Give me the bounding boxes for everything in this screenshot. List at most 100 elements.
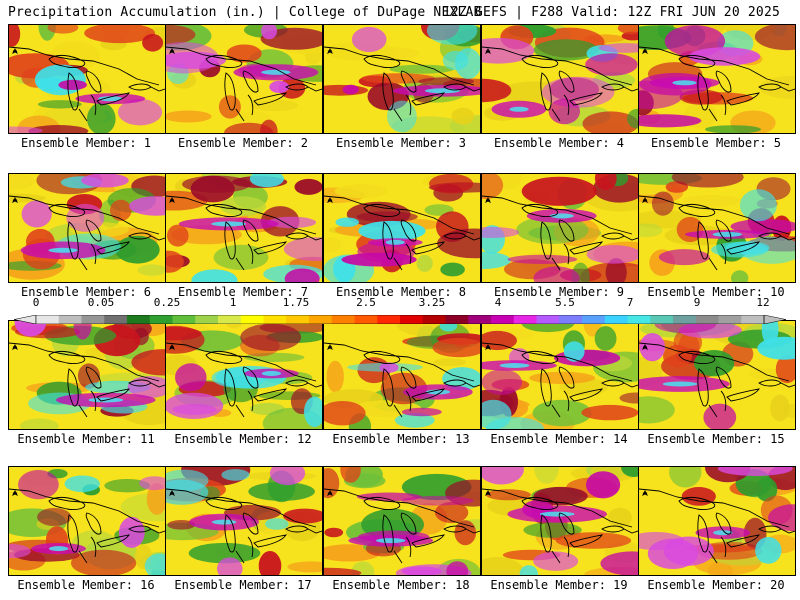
ensemble-member-label: Ensemble Member: 4 <box>493 136 625 150</box>
colorbar-swatch <box>331 315 355 324</box>
colorbar-swatch <box>81 315 105 324</box>
precip-field-svg <box>639 174 795 282</box>
colorbar-swatch <box>536 315 560 324</box>
colorbar-tick-label: 12 <box>756 296 770 309</box>
colorbar-swatch <box>286 315 310 324</box>
ensemble-member-map <box>8 466 166 576</box>
precip-field-svg <box>166 25 322 133</box>
colorbar-swatch <box>354 315 378 324</box>
ensemble-member-label: Ensemble Member: 9 <box>493 285 625 299</box>
colorbar-tick-label: 1.75 <box>282 296 310 309</box>
colorbar-tick-label: 3.25 <box>418 296 446 309</box>
colorbar-swatch <box>377 315 401 324</box>
colorbar-tick-label: 4 <box>494 296 502 309</box>
colorbar-swatch <box>218 315 242 324</box>
precip-field-svg <box>324 467 480 575</box>
precip-field-svg <box>482 321 638 429</box>
colorbar-swatch <box>240 315 264 324</box>
ensemble-member-label: Ensemble Member: 7 <box>177 285 309 299</box>
ensemble-member-map <box>323 24 481 134</box>
colorbar-tick-label: 0 <box>32 296 40 309</box>
colorbar-tick-label: 5.5 <box>555 296 575 309</box>
colorbar-swatch <box>718 315 742 324</box>
ensemble-member-map <box>638 24 796 134</box>
colorbar-swatch <box>559 315 583 324</box>
colorbar-tick-label: 9 <box>693 296 701 309</box>
colorbar-swatch <box>604 315 628 324</box>
colorbar-tick-label: 2.5 <box>356 296 376 309</box>
precip-field-svg <box>166 321 322 429</box>
ensemble-member-label: Ensemble Member: 20 <box>647 578 785 592</box>
ensemble-member-label: Ensemble Member: 16 <box>17 578 155 592</box>
ensemble-member-map <box>165 320 323 430</box>
ensemble-member-map <box>638 466 796 576</box>
precip-field-svg <box>166 467 322 575</box>
ensemble-member-label: Ensemble Member: 1 <box>20 136 152 150</box>
ensemble-member-map <box>8 173 166 283</box>
colorbar-swatch <box>58 315 82 324</box>
ensemble-member-label: Ensemble Member: 14 <box>490 432 628 446</box>
colorbar-swatch <box>149 315 173 324</box>
precip-field-svg <box>639 467 795 575</box>
colorbar-swatch <box>627 315 651 324</box>
ensemble-member-map <box>8 320 166 430</box>
ensemble-member-map <box>481 24 639 134</box>
map-title: Precipitation Accumulation (in.) | Colle… <box>8 5 482 20</box>
precip-field-svg <box>9 25 165 133</box>
colorbar-swatch <box>673 315 697 324</box>
colorbar-swatch <box>195 315 219 324</box>
ensemble-member-map <box>323 320 481 430</box>
precip-field-svg <box>9 467 165 575</box>
ensemble-member-map <box>165 466 323 576</box>
colorbar-swatch <box>445 315 469 324</box>
ensemble-member-map <box>481 173 639 283</box>
colorbar-swatch <box>491 315 515 324</box>
ensemble-member-map <box>481 320 639 430</box>
ensemble-member-label: Ensemble Member: 13 <box>332 432 470 446</box>
ensemble-member-label: Ensemble Member: 12 <box>174 432 312 446</box>
colorbar-swatch <box>309 315 333 324</box>
colorbar-swatch <box>172 315 196 324</box>
precip-field-svg <box>639 25 795 133</box>
precip-field-svg <box>166 174 322 282</box>
colorbar-min-arrow <box>13 314 37 325</box>
ensemble-member-label: Ensemble Member: 5 <box>650 136 782 150</box>
precip-field-svg <box>324 321 480 429</box>
ensemble-member-label: Ensemble Member: 6 <box>20 285 152 299</box>
ensemble-member-label: Ensemble Member: 15 <box>647 432 785 446</box>
ensemble-member-label: Ensemble Member: 19 <box>490 578 628 592</box>
ensemble-member-label: Ensemble Member: 11 <box>17 432 155 446</box>
precip-field-svg <box>482 174 638 282</box>
colorbar-swatch <box>400 315 424 324</box>
ensemble-member-label: Ensemble Member: 10 <box>647 285 785 299</box>
colorbar-swatch <box>263 315 287 324</box>
colorbar-swatch <box>127 315 151 324</box>
precip-colorbar <box>13 309 787 325</box>
colorbar-swatch <box>513 315 537 324</box>
colorbar-swatch <box>104 315 128 324</box>
ensemble-member-map <box>323 173 481 283</box>
colorbar-swatch <box>468 315 492 324</box>
colorbar-swatch <box>741 315 765 324</box>
ensemble-member-map <box>323 466 481 576</box>
colorbar-swatch <box>422 315 446 324</box>
colorbar-max-arrow <box>763 314 787 325</box>
colorbar-tick-label: 7 <box>626 296 634 309</box>
ensemble-member-label: Ensemble Member: 17 <box>174 578 312 592</box>
ensemble-member-map <box>165 173 323 283</box>
precip-field-svg <box>482 25 638 133</box>
colorbar-svg <box>13 314 787 325</box>
ensemble-member-map <box>638 173 796 283</box>
ensemble-member-map <box>638 320 796 430</box>
ensemble-member-map <box>481 466 639 576</box>
ensemble-member-label: Ensemble Member: 2 <box>177 136 309 150</box>
ensemble-member-label: Ensemble Member: 18 <box>332 578 470 592</box>
precip-field-svg <box>9 321 165 429</box>
precip-field-svg <box>9 174 165 282</box>
precip-field-svg <box>324 174 480 282</box>
precip-field-svg <box>482 467 638 575</box>
ensemble-member-label: Ensemble Member: 8 <box>335 285 467 299</box>
ensemble-member-label: Ensemble Member: 3 <box>335 136 467 150</box>
run-info: 12Z GEFS | F288 Valid: 12Z FRI JUN 20 20… <box>442 5 780 20</box>
colorbar-tick-label: 0.05 <box>87 296 115 309</box>
